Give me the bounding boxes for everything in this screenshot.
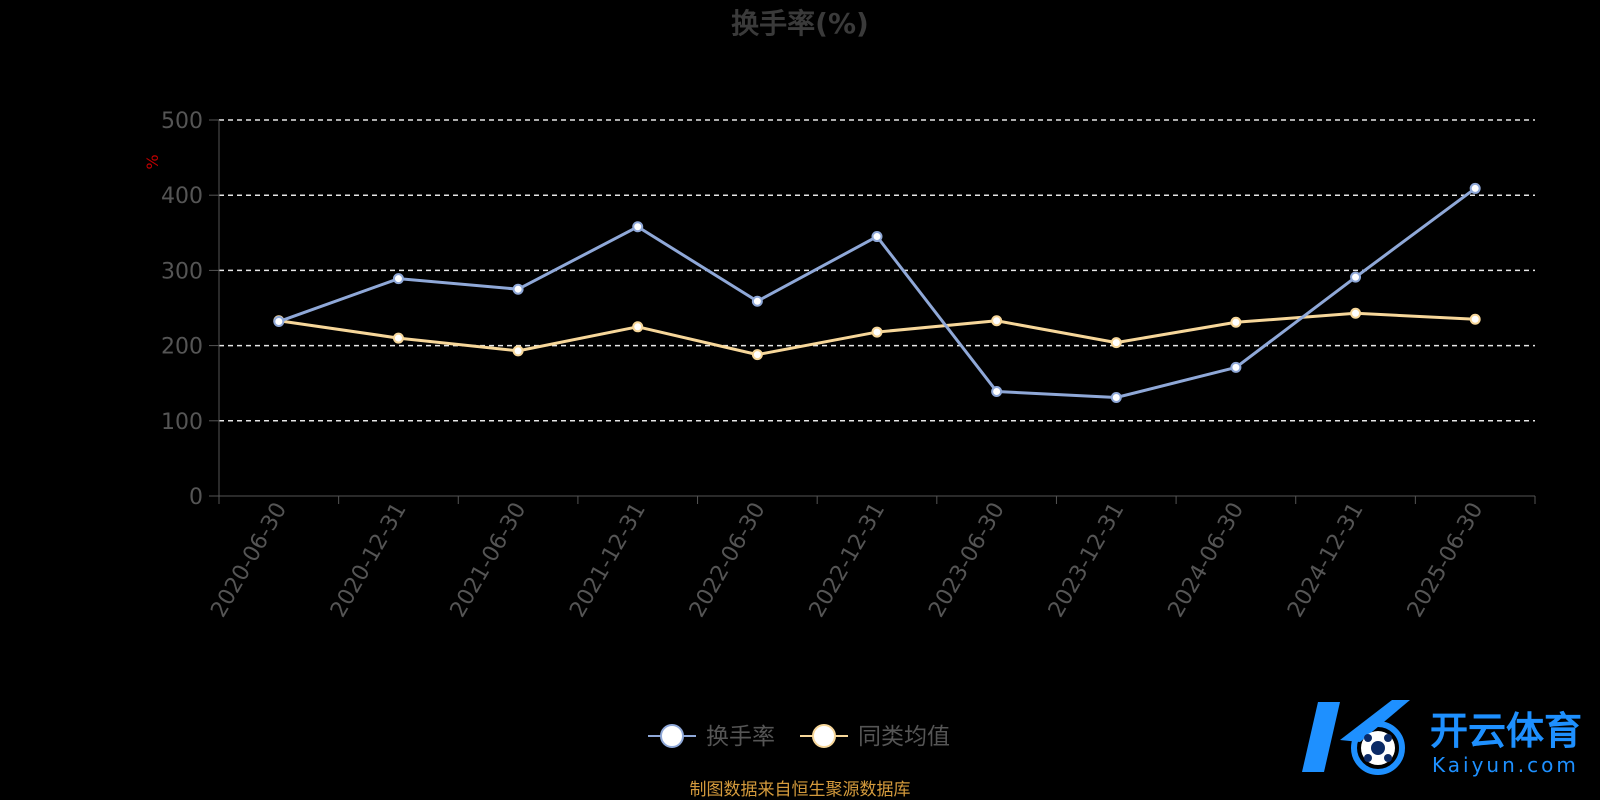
legend-label: 换手率 bbox=[706, 724, 775, 750]
grid bbox=[219, 119, 1535, 422]
logo-text: 开云体育 bbox=[1430, 709, 1582, 753]
y-tick-label: 0 bbox=[189, 485, 203, 510]
data-point[interactable] bbox=[1469, 182, 1481, 194]
logo-emblem bbox=[1302, 700, 1410, 775]
data-point[interactable] bbox=[1350, 307, 1362, 319]
data-point[interactable] bbox=[871, 326, 883, 338]
x-tick-label: 2020-06-30 bbox=[206, 499, 292, 622]
series-turnover-rate bbox=[273, 182, 1481, 403]
data-point[interactable] bbox=[392, 273, 404, 285]
x-tick-label: 2022-06-30 bbox=[685, 499, 771, 622]
x-tick-label: 2022-12-31 bbox=[805, 499, 891, 622]
data-point[interactable] bbox=[632, 321, 644, 333]
data-point[interactable] bbox=[512, 345, 524, 357]
data-point[interactable] bbox=[1230, 361, 1242, 373]
data-point[interactable] bbox=[1230, 316, 1242, 328]
data-point[interactable] bbox=[273, 316, 285, 328]
data-point[interactable] bbox=[991, 315, 1003, 327]
data-point[interactable] bbox=[392, 332, 404, 344]
data-point[interactable] bbox=[632, 221, 644, 233]
y-axis-unit: % bbox=[143, 154, 162, 169]
y-tick-label: 200 bbox=[161, 335, 203, 360]
data-point[interactable] bbox=[751, 295, 763, 307]
x-tick-label: 2024-12-31 bbox=[1283, 499, 1369, 622]
chart-title: 换手率(%) bbox=[731, 7, 869, 40]
x-tick-label: 2023-06-30 bbox=[924, 499, 1010, 622]
data-point[interactable] bbox=[1110, 337, 1122, 349]
legend[interactable]: 换手率 同类均值 bbox=[648, 724, 950, 750]
logo-subtext: Kaiyun.com bbox=[1432, 753, 1579, 777]
data-point[interactable] bbox=[991, 385, 1003, 397]
x-tick-label: 2024-06-30 bbox=[1164, 499, 1250, 622]
kaiyun-logo: 开云体育 Kaiyun.com bbox=[1302, 700, 1582, 777]
data-point[interactable] bbox=[512, 283, 524, 295]
series-line bbox=[278, 187, 1477, 399]
axes: 0 100 200 300 400 500 2020-06-30 2020-12-31 2021… bbox=[161, 109, 1536, 622]
legend-label: 同类均值 bbox=[858, 724, 950, 750]
legend-item-peer-average[interactable]: 同类均值 bbox=[800, 724, 950, 750]
y-tick-label: 100 bbox=[161, 410, 203, 435]
data-point[interactable] bbox=[1110, 391, 1122, 403]
data-source-note: 制图数据来自恒生聚源数据库 bbox=[690, 780, 911, 800]
data-point[interactable] bbox=[1350, 271, 1362, 283]
series-peer-average bbox=[273, 307, 1481, 361]
data-point[interactable] bbox=[1469, 313, 1481, 325]
x-tick-label: 2020-12-31 bbox=[326, 499, 412, 622]
series-layer bbox=[273, 182, 1481, 403]
y-tick-label: 500 bbox=[161, 109, 203, 134]
x-tick-label: 2023-12-31 bbox=[1044, 499, 1130, 622]
data-point[interactable] bbox=[751, 349, 763, 361]
x-tick-label: 2021-12-31 bbox=[565, 499, 651, 622]
legend-marker-icon bbox=[812, 724, 836, 748]
legend-item-turnover-rate[interactable]: 换手率 bbox=[648, 724, 775, 750]
y-tick-label: 300 bbox=[161, 259, 203, 284]
x-tick-label: 2021-06-30 bbox=[446, 499, 532, 622]
legend-marker-icon bbox=[660, 724, 684, 748]
y-tick-label: 400 bbox=[161, 184, 203, 209]
x-tick-label: 2025-06-30 bbox=[1403, 499, 1489, 622]
data-point[interactable] bbox=[871, 231, 883, 243]
